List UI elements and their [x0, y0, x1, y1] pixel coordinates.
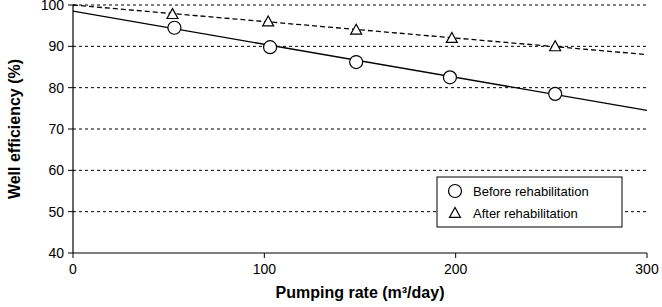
x-tick: [455, 253, 456, 258]
legend-marker: [450, 208, 461, 218]
x-tick-label: 300: [635, 261, 659, 277]
y-tick-label: 60: [48, 162, 64, 178]
y-tick: [68, 129, 73, 130]
x-tick: [647, 253, 648, 258]
legend-label: After rehabilitation: [473, 206, 578, 221]
x-tick-label: 100: [253, 261, 277, 277]
y-tick-label: 100: [41, 0, 65, 13]
y-axis: [72, 5, 73, 253]
grid-line: [73, 5, 647, 6]
y-tick: [68, 170, 73, 171]
point: [264, 41, 277, 54]
x-tick-label: 0: [69, 261, 77, 277]
point: [168, 21, 181, 34]
y-tick: [68, 211, 73, 212]
chart: 40 50 60 70 80 90 100 0 100 200 300 Pumping rate (m…: [0, 0, 662, 307]
grid-line: [73, 129, 647, 130]
point: [350, 56, 363, 69]
point: [263, 16, 274, 26]
plot-data: [73, 5, 647, 110]
x-tick: [73, 253, 74, 258]
trend-line: [73, 11, 647, 110]
legend-box: [437, 177, 622, 227]
y-tick: [68, 46, 73, 47]
y-tick-label: 90: [48, 38, 64, 54]
x-tick: [264, 253, 265, 258]
y-tick-label: 80: [48, 80, 64, 96]
x-axis-label: Pumping rate (m³/day): [276, 284, 445, 301]
legend-marker: [449, 185, 462, 198]
y-tick-label: 50: [48, 204, 64, 220]
point: [351, 24, 362, 34]
y-tick-label: 70: [48, 121, 64, 137]
grid-line: [73, 87, 647, 88]
point: [443, 71, 456, 84]
y-tick: [68, 5, 73, 6]
legend-label: Before rehabilitation: [473, 184, 589, 199]
point: [446, 33, 457, 43]
y-tick-label: 40: [48, 245, 64, 261]
x-axis: [73, 252, 647, 253]
y-tick: [68, 253, 73, 254]
grid-line: [73, 170, 647, 171]
point: [549, 87, 562, 100]
point: [550, 41, 561, 51]
legend: Before rehabilitation After rehabilitatio…: [437, 177, 622, 227]
trend-line: [73, 5, 647, 55]
y-axis-label: Well efficiency (%): [6, 59, 23, 199]
point: [167, 9, 178, 19]
x-tick-label: 200: [444, 261, 468, 277]
y-tick: [68, 87, 73, 88]
